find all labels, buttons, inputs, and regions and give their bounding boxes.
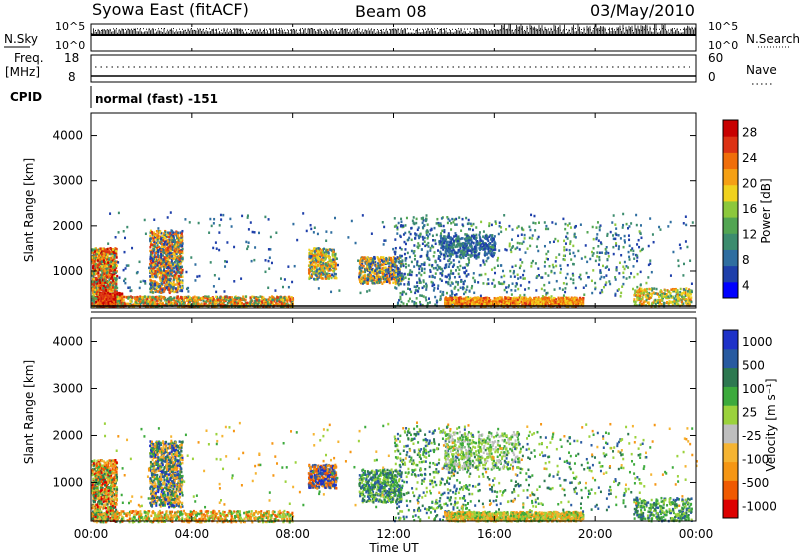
colorbar-segment [723, 249, 738, 266]
colorbar-tick-label: -500 [742, 476, 769, 490]
colorbar-tick-label: 20 [742, 177, 757, 191]
y-tick-label: 4000 [52, 129, 83, 143]
colorbar-tick-label: -25 [742, 429, 762, 443]
colorbar-segment [723, 368, 738, 387]
power-colorbar-label: Power [dB] [759, 178, 773, 243]
colorbar-tick-label: 24 [742, 151, 757, 165]
nsearch-label: N.Search [746, 32, 800, 46]
freq-label-2: [MHz] [5, 65, 40, 79]
x-tick-label: 04:00 [175, 527, 210, 541]
nave-tick-bottom: 0 [708, 70, 716, 84]
time-axis-label: Time UT [368, 541, 419, 554]
colorbar-segment [723, 349, 738, 368]
freq-label-1: Freq. [14, 51, 44, 65]
colorbar-segment [723, 499, 738, 518]
cpid-label: CPID [10, 90, 42, 104]
nsearch-tick-top: 10^5 [708, 20, 738, 33]
colorbar-tick-label: 100 [742, 382, 765, 396]
colorbar-segment [723, 462, 738, 481]
velocity-colorbar-label: Velocity [m s⁻¹] [764, 378, 778, 471]
y-tick-label: 2000 [52, 428, 83, 442]
x-tick-label: 00:00 [679, 527, 714, 541]
y-tick-label: 1000 [52, 264, 83, 278]
beam-title: Beam 08 [355, 2, 427, 21]
colorbar-tick-label: 500 [742, 358, 765, 372]
colorbar-segment [723, 152, 738, 169]
power-ylabel: Slant Range [km] [22, 158, 36, 262]
colorbar-segment [723, 201, 738, 218]
velocity-panel: 4000 3000 2000 1000 Slant Range [km] [22, 312, 698, 523]
x-tick-label: 20:00 [578, 527, 613, 541]
colorbar-tick-label: 25 [742, 405, 757, 419]
colorbar-tick-label: 16 [742, 202, 757, 216]
colorbar-segment [723, 443, 738, 462]
x-tick-label: 12:00 [376, 527, 411, 541]
colorbar-segment [723, 330, 738, 349]
colorbar-segment [723, 217, 738, 234]
colorbar-segment [723, 282, 738, 299]
colorbar-segment [723, 120, 738, 137]
colorbar-segment [723, 424, 738, 443]
nave-tick-top: 60 [708, 51, 723, 65]
y-tick-label: 3000 [52, 174, 83, 188]
colorbar-segment [723, 480, 738, 499]
colorbar-segment [723, 386, 738, 405]
x-tick-label: 08:00 [275, 527, 310, 541]
colorbar-segment [723, 136, 738, 153]
colorbar-tick-label: 4 [742, 278, 750, 292]
nsky-tick-top: 10^5 [55, 20, 85, 33]
y-tick-label: 2000 [52, 219, 83, 233]
power-colorbar: 28 24 20 16 12 8 4 Power [dB] [723, 120, 773, 299]
cpid-value: normal (fast) -151 [95, 92, 218, 106]
x-tick-label: 00:00 [74, 527, 109, 541]
nsky-panel: N.Sky 10^5 10^0 10^5 10^0 N.Search [4, 20, 800, 52]
nsky-label: N.Sky [4, 32, 38, 46]
colorbar-segment [723, 169, 738, 186]
freq-tick-bottom: 8 [68, 70, 76, 84]
freq-panel: Freq. [MHz] 18 8 60 0 Nave [5, 51, 777, 84]
freq-tick-top: 18 [64, 51, 79, 65]
x-tick-label: 16:00 [477, 527, 512, 541]
y-tick-label: 3000 [52, 381, 83, 395]
power-panel: 4000 3000 2000 1000 Slant Range [km] [22, 113, 696, 308]
nave-label: Nave [746, 63, 777, 77]
colorbar-tick-label: 12 [742, 227, 757, 241]
colorbar-segment [723, 233, 738, 250]
velocity-ylabel: Slant Range [km] [22, 360, 36, 464]
y-tick-label: 4000 [52, 334, 83, 348]
station-title: Syowa East (fitACF) [92, 0, 249, 19]
colorbar-tick-label: 28 [742, 126, 757, 140]
colorbar-tick-label: 8 [742, 253, 750, 267]
colorbar-tick-label: -1000 [742, 499, 777, 513]
date-title: 03/May/2010 [590, 1, 695, 20]
colorbar-segment [723, 266, 738, 283]
y-tick-label: 1000 [52, 475, 83, 489]
colorbar-tick-label: 1000 [742, 335, 773, 349]
colorbar-segment [723, 405, 738, 424]
velocity-data-cells [91, 421, 698, 523]
colorbar-segment [723, 185, 738, 202]
power-data-cells [91, 211, 694, 308]
